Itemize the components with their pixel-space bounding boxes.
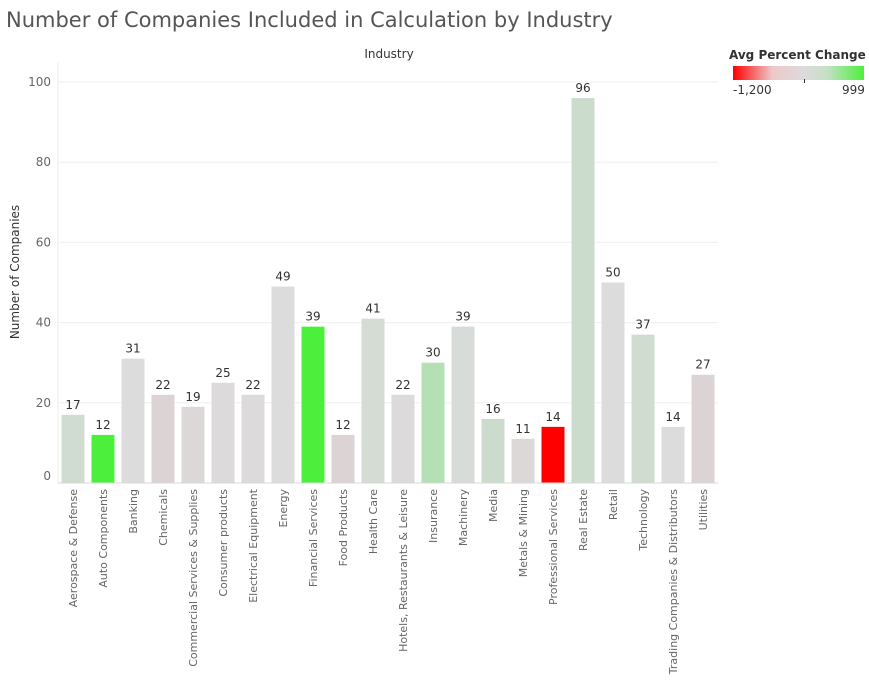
x-tick-label: Consumer products [217, 489, 230, 597]
y-tick-label: 40 [36, 316, 51, 330]
bar[interactable] [211, 382, 235, 483]
x-axis-labels: Aerospace & Defense Auto Components Bankin… [67, 488, 710, 675]
legend-title: Avg Percent Change [729, 48, 866, 62]
data-label: 22 [395, 378, 410, 392]
data-label: 14 [665, 410, 680, 424]
x-tick-label: Real Estate [577, 489, 590, 551]
legend-min-label: -1,200 [733, 83, 772, 97]
x-tick-label: Machinery [457, 489, 470, 547]
data-label: 16 [485, 402, 500, 416]
data-label: 22 [155, 378, 170, 392]
y-axis-ticks: 0 20 40 60 80 100 [28, 75, 51, 483]
x-tick-label: Insurance [427, 489, 440, 543]
bar[interactable] [181, 406, 205, 483]
bar[interactable] [571, 98, 595, 483]
y-tick-label: 100 [28, 75, 51, 89]
bar[interactable] [61, 414, 85, 483]
bar[interactable] [631, 334, 655, 483]
data-label: 39 [305, 310, 320, 324]
bar[interactable] [481, 418, 505, 483]
data-label: 19 [185, 390, 200, 404]
y-axis-label: Number of Companies [8, 205, 22, 339]
data-label: 50 [605, 266, 620, 280]
data-label: 11 [515, 422, 530, 436]
x-tick-label: Financial Services [307, 489, 320, 587]
x-tick-label: Retail [607, 489, 620, 520]
bars [61, 98, 715, 483]
data-label: 30 [425, 346, 440, 360]
y-tick-label: 0 [43, 469, 51, 483]
data-label: 14 [545, 410, 560, 424]
x-tick-label: Energy [277, 489, 290, 528]
data-label: 41 [365, 302, 380, 316]
x-tick-label: Technology [637, 489, 650, 552]
bar[interactable] [601, 282, 625, 483]
x-tick-label: Utilities [697, 489, 710, 531]
x-tick-label: Hotels, Restaurants & Leisure [397, 489, 410, 652]
y-tick-label: 20 [36, 396, 51, 410]
x-tick-label: Health Care [367, 489, 380, 554]
legend-color-ramp [733, 66, 864, 80]
x-tick-label: Aerospace & Defense [67, 489, 80, 608]
bar[interactable] [91, 434, 115, 483]
bar[interactable] [331, 434, 355, 483]
x-tick-label: Chemicals [157, 489, 170, 546]
x-tick-label: Electrical Equipment [247, 488, 260, 602]
chart-title: Number of Companies Included in Calculat… [6, 8, 613, 32]
x-tick-label: Media [487, 489, 500, 522]
data-label: 96 [575, 81, 590, 95]
data-label: 39 [455, 310, 470, 324]
data-label: 31 [125, 342, 140, 356]
bar[interactable] [241, 394, 265, 483]
data-label: 49 [275, 270, 290, 284]
data-label: 12 [335, 418, 350, 432]
bar[interactable] [451, 326, 475, 483]
x-tick-label: Auto Components [97, 489, 110, 588]
y-tick-label: 60 [36, 235, 51, 249]
bar[interactable] [151, 394, 175, 483]
x-tick-label: Trading Companies & Distributors [667, 489, 680, 675]
bar[interactable] [391, 394, 415, 483]
bar[interactable] [691, 374, 715, 483]
legend-midpoint-tick [804, 79, 805, 83]
bar[interactable] [421, 362, 445, 483]
data-label: 25 [215, 366, 230, 380]
y-tick-label: 80 [36, 155, 51, 169]
bar[interactable] [661, 426, 685, 483]
data-label: 37 [635, 318, 650, 332]
data-label: 27 [695, 358, 710, 372]
data-label: 17 [65, 398, 80, 412]
bar[interactable] [541, 426, 565, 483]
x-tick-label: Commercial Services & Supplies [187, 489, 200, 667]
bar[interactable] [121, 358, 145, 483]
x-tick-label: Banking [127, 489, 140, 534]
legend-max-label: 999 [842, 83, 865, 97]
x-tick-label: Food Products [337, 489, 350, 567]
bar[interactable] [511, 438, 535, 483]
bar[interactable] [301, 326, 325, 483]
data-label: 22 [245, 378, 260, 392]
bar[interactable] [271, 286, 295, 483]
x-tick-label: Professional Services [547, 489, 560, 605]
data-label: 12 [95, 418, 110, 432]
industry-header: Industry [364, 47, 413, 61]
bar[interactable] [361, 318, 385, 483]
value-labels: 17 12 31 22 19 25 22 49 39 12 41 22 30 39 16 11 14 96 50 37… [65, 81, 710, 436]
x-tick-label: Metals & Mining [517, 489, 530, 577]
